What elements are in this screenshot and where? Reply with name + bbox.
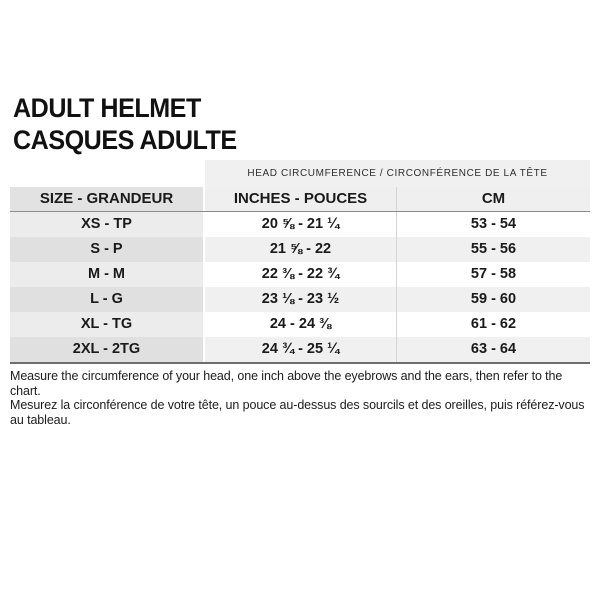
table-bottom-border [10, 362, 590, 364]
table-row: XS - TP 20 ⅝ - 21 ¼ 53 - 54 [10, 212, 590, 237]
size-cell: L - G [10, 287, 205, 312]
cm-cell: 55 - 56 [397, 237, 590, 262]
table-header-row: SIZE - GRANDEUR INCHES - POUCES CM [10, 187, 590, 212]
size-table: HEAD CIRCUMFERENCE / CIRCONFÉRENCE DE LA… [10, 160, 590, 364]
page-title: ADULT HELMET CASQUES ADULTE [13, 92, 237, 156]
table-row: M - M 22 ⅜ - 22 ¾ 57 - 58 [10, 262, 590, 287]
cm-cell: 63 - 64 [397, 337, 590, 362]
column-header-inches: INCHES - POUCES [205, 187, 397, 211]
table-row: S - P 21 ⅝ - 22 55 - 56 [10, 237, 590, 262]
table-row: XL - TG 24 - 24 ⅜ 61 - 62 [10, 312, 590, 337]
column-header-size: SIZE - GRANDEUR [10, 187, 205, 211]
instruction-en: Measure the circumference of your head, … [10, 369, 563, 398]
inches-cell: 24 - 24 ⅜ [205, 312, 397, 337]
size-cell: M - M [10, 262, 205, 287]
size-cell: XS - TP [10, 212, 205, 237]
size-cell: S - P [10, 237, 205, 262]
inches-cell: 23 ⅛ - 23 ½ [205, 287, 397, 312]
column-header-cm: CM [397, 187, 590, 211]
cm-cell: 61 - 62 [397, 312, 590, 337]
inches-cell: 22 ⅜ - 22 ¾ [205, 262, 397, 287]
cm-cell: 57 - 58 [397, 262, 590, 287]
size-cell: XL - TG [10, 312, 205, 337]
instruction-fr: Mesurez la circonférence de votre tête, … [10, 398, 585, 427]
inches-cell: 24 ¾ - 25 ¼ [205, 337, 397, 362]
size-cell: 2XL - 2TG [10, 337, 205, 362]
page-title-fr: CASQUES ADULTE [13, 125, 237, 155]
measurement-instructions: Measure the circumference of your head, … [10, 369, 590, 427]
cm-cell: 59 - 60 [397, 287, 590, 312]
page-title-en: ADULT HELMET [13, 93, 201, 123]
inches-cell: 20 ⅝ - 21 ¼ [205, 212, 397, 237]
head-circumference-header: HEAD CIRCUMFERENCE / CIRCONFÉRENCE DE LA… [205, 160, 590, 188]
inches-cell: 21 ⅝ - 22 [205, 237, 397, 262]
table-row: 2XL - 2TG 24 ¾ - 25 ¼ 63 - 64 [10, 337, 590, 362]
table-band-row: HEAD CIRCUMFERENCE / CIRCONFÉRENCE DE LA… [10, 160, 590, 188]
table-row: L - G 23 ⅛ - 23 ½ 59 - 60 [10, 287, 590, 312]
cm-cell: 53 - 54 [397, 212, 590, 237]
